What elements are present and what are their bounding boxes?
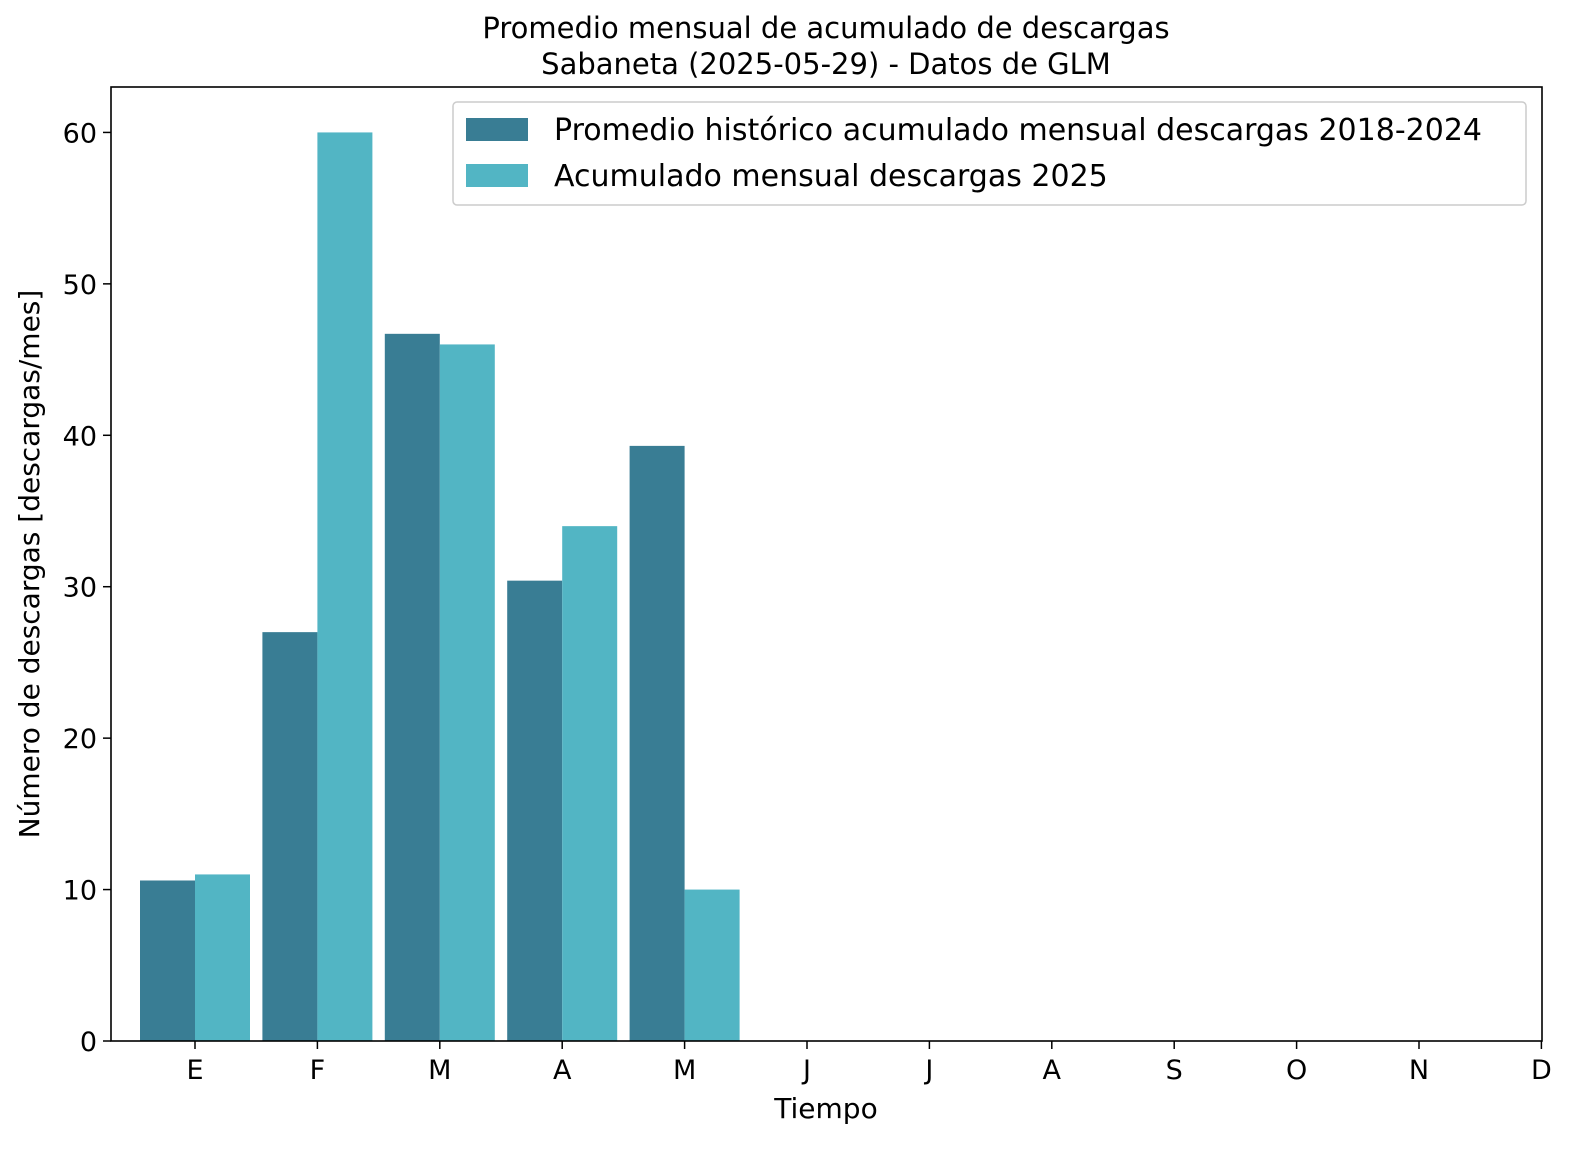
y-tick-label-3: 30	[63, 573, 97, 604]
x-tick-label-8: S	[1166, 1055, 1183, 1086]
x-tick-label-5: J	[801, 1055, 811, 1086]
bar-2025-3	[562, 526, 618, 1041]
legend-label-historical: Promedio histórico acumulado mensual des…	[554, 113, 1482, 148]
y-tick-label-0: 0	[80, 1027, 97, 1058]
x-tick-label-1: F	[310, 1055, 326, 1086]
plot-frame	[110, 86, 1543, 1042]
bar-historical-2	[384, 333, 440, 1041]
legend-swatch-2025	[466, 164, 528, 187]
legend-label-2025: Acumulado mensual descargas 2025	[554, 159, 1108, 194]
chart-title: Promedio mensual de acumulado de descarg…	[482, 11, 1169, 45]
bar-2025-2	[439, 344, 495, 1041]
bar-2025-4	[684, 889, 740, 1041]
bar-historical-1	[262, 632, 318, 1041]
y-axis-label: Número de descargas [descargas/mes]	[13, 290, 46, 839]
bar-historical-0	[140, 880, 195, 1041]
y-tick-label-5: 50	[63, 270, 97, 301]
chart-subtitle: Sabaneta (2025-05-29) - Datos de GLM	[541, 47, 1111, 81]
y-tick-label-1: 10	[63, 876, 97, 907]
bar-2025-1	[317, 132, 373, 1041]
x-tick-label-11: D	[1531, 1055, 1552, 1086]
bars-group	[140, 132, 740, 1041]
x-axis-label: Tiempo	[773, 1092, 877, 1125]
y-tick-label-4: 40	[63, 421, 97, 452]
y-tick-label-6: 60	[63, 118, 97, 149]
y-axis-ticks: 0 10 20 30 40 50 60	[63, 118, 111, 1058]
bar-historical-4	[629, 445, 685, 1041]
bar-2025-0	[195, 874, 250, 1041]
x-tick-label-4: M	[673, 1055, 696, 1086]
x-tick-label-0: E	[186, 1055, 203, 1086]
x-tick-label-10: N	[1409, 1055, 1429, 1086]
y-tick-label-2: 20	[63, 724, 97, 755]
legend-box	[452, 101, 1527, 206]
x-tick-label-9: O	[1286, 1055, 1307, 1086]
x-tick-label-7: A	[1043, 1055, 1062, 1086]
bar-historical-3	[507, 580, 563, 1041]
x-tick-label-2: M	[428, 1055, 451, 1086]
x-tick-label-3: A	[553, 1055, 572, 1086]
x-tick-label-6: J	[923, 1055, 933, 1086]
legend-swatch-historical	[466, 118, 528, 141]
legend: Promedio histórico acumulado mensual des…	[452, 101, 1527, 206]
